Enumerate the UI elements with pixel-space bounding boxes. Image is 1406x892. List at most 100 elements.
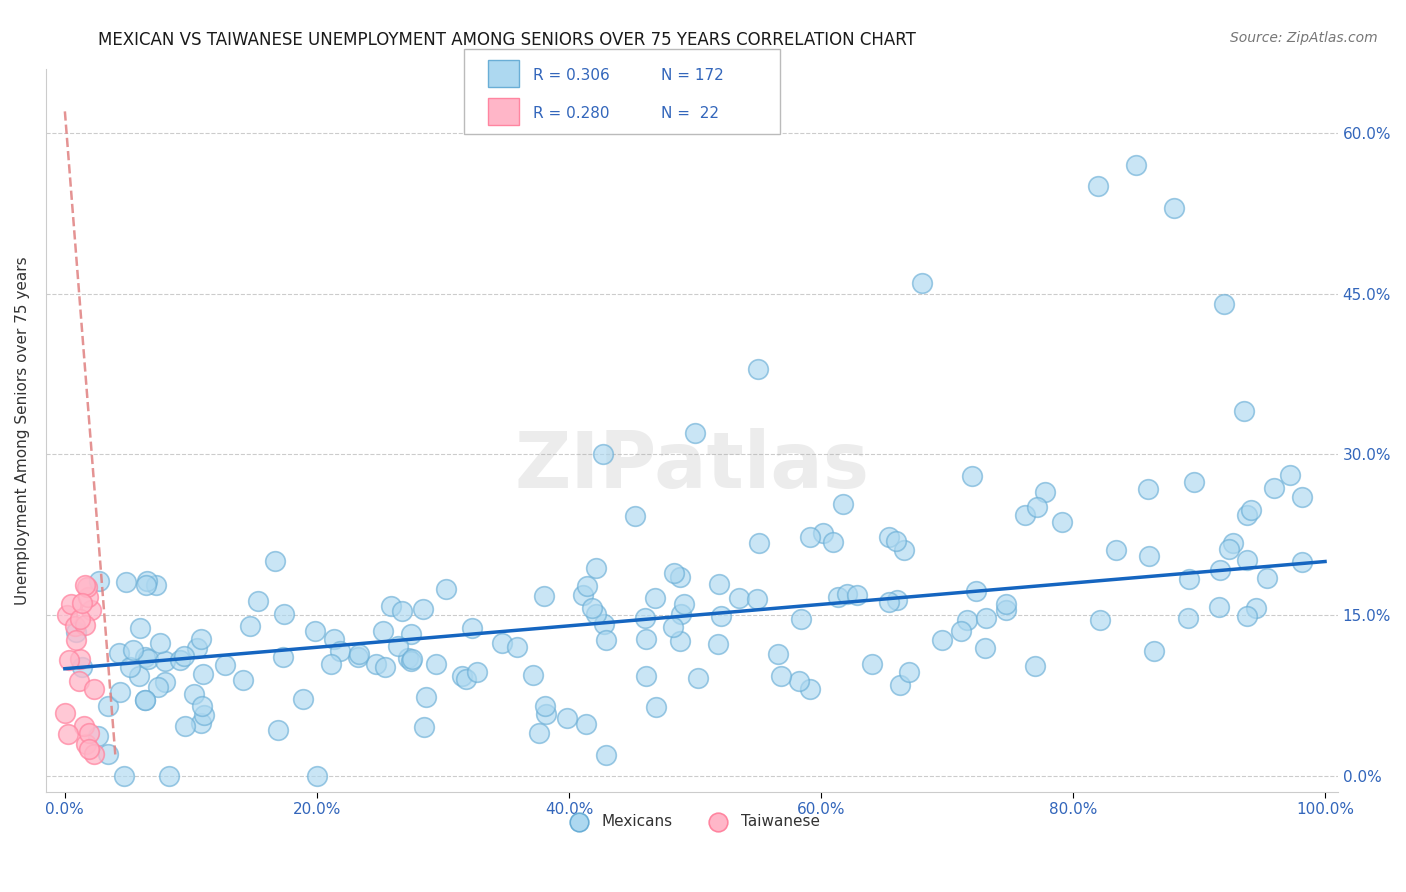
Point: [747, 361, 769, 376]
Point: [571, 588, 593, 602]
Point: [155, 674, 177, 689]
Point: [683, 425, 706, 440]
Point: [112, 769, 135, 783]
Point: [70, 596, 93, 610]
Point: [273, 607, 295, 621]
Point: [662, 566, 685, 580]
Point: [97, 699, 120, 714]
Point: [1236, 608, 1258, 623]
Point: [787, 674, 810, 689]
Point: [136, 652, 159, 666]
Point: [879, 530, 901, 544]
Point: [72, 660, 94, 674]
Point: [401, 652, 423, 666]
Point: [533, 699, 555, 714]
Point: [149, 636, 172, 650]
Point: [58, 726, 80, 740]
Text: ZIPatlas: ZIPatlas: [515, 428, 869, 504]
Point: [75, 618, 97, 632]
Point: [1213, 297, 1236, 311]
Text: N = 172: N = 172: [661, 68, 724, 83]
Point: [593, 617, 616, 632]
Point: [770, 669, 793, 683]
Point: [415, 690, 437, 705]
Point: [709, 576, 731, 591]
Point: [134, 692, 156, 706]
Point: [994, 603, 1017, 617]
Point: [79, 726, 101, 740]
Point: [186, 640, 208, 655]
Point: [371, 624, 394, 638]
Point: [135, 574, 157, 588]
Point: [77, 742, 100, 756]
Point: [960, 468, 983, 483]
Point: [748, 536, 770, 550]
Point: [97, 747, 120, 761]
Point: [974, 640, 997, 655]
Point: [157, 769, 180, 783]
Point: [128, 669, 150, 683]
Point: [232, 673, 254, 687]
Point: [58, 653, 80, 667]
Point: [644, 700, 666, 714]
Point: [1052, 516, 1074, 530]
Point: [76, 590, 98, 604]
Point: [110, 685, 132, 699]
Point: [827, 591, 849, 605]
Point: [451, 668, 474, 682]
Point: [396, 650, 419, 665]
Point: [239, 618, 262, 632]
Point: [491, 636, 513, 650]
Point: [1208, 563, 1230, 577]
Point: [169, 653, 191, 667]
Point: [53, 706, 76, 720]
Point: [246, 594, 269, 608]
Point: [832, 497, 855, 511]
Point: [135, 578, 157, 592]
Point: [644, 591, 666, 606]
Point: [456, 673, 478, 687]
Point: [1033, 484, 1056, 499]
Point: [595, 747, 617, 762]
Point: [1143, 644, 1166, 658]
Point: [319, 657, 342, 671]
Point: [76, 580, 98, 594]
Point: [624, 508, 647, 523]
Point: [118, 660, 141, 674]
Point: [1278, 467, 1301, 482]
Point: [461, 621, 484, 635]
Point: [688, 671, 710, 685]
Point: [305, 769, 328, 783]
Text: R = 0.306: R = 0.306: [533, 68, 610, 83]
Point: [1090, 614, 1112, 628]
Point: [329, 644, 352, 658]
Point: [1163, 201, 1185, 215]
Point: [745, 591, 768, 606]
Point: [506, 640, 529, 654]
Point: [886, 592, 908, 607]
Point: [364, 657, 387, 671]
Point: [837, 587, 859, 601]
Point: [65, 624, 87, 639]
Point: [1218, 542, 1240, 557]
Point: [1208, 600, 1230, 615]
Point: [533, 589, 555, 603]
Point: [527, 726, 550, 740]
Point: [75, 737, 97, 751]
Point: [898, 665, 921, 679]
Point: [1024, 659, 1046, 673]
Text: Source: ZipAtlas.com: Source: ZipAtlas.com: [1230, 31, 1378, 45]
Point: [434, 582, 457, 596]
Point: [291, 691, 314, 706]
Point: [707, 637, 730, 651]
Point: [974, 611, 997, 625]
Point: [173, 719, 195, 733]
Point: [412, 602, 434, 616]
Point: [728, 591, 751, 605]
Point: [190, 632, 212, 646]
Point: [1177, 611, 1199, 625]
Point: [65, 632, 87, 647]
Point: [134, 692, 156, 706]
Point: [1263, 481, 1285, 495]
Point: [129, 622, 152, 636]
